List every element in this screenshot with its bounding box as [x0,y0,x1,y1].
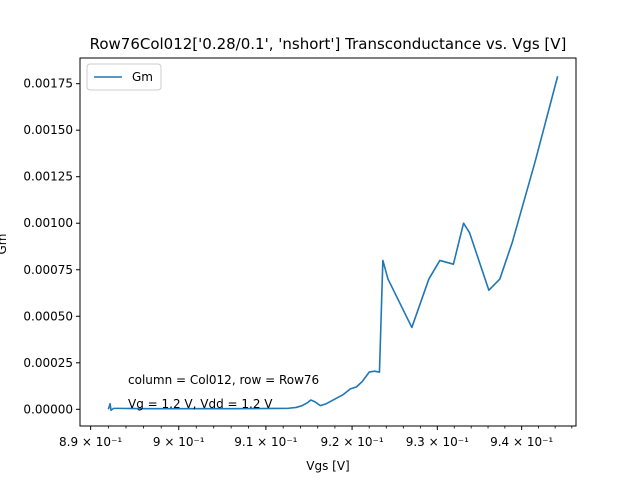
x-tick-label: 8.9 × 10⁻¹ [59,435,122,449]
x-tick-label: 9.4 × 10⁻¹ [490,435,553,449]
legend-frame [86,63,162,91]
legend: Gm [86,63,162,91]
x-tick-label: 9.2 × 10⁻¹ [320,435,383,449]
annotation-voltages: Vg = 1.2 V, Vdd = 1.2 V [128,397,273,411]
y-tick-label: 0.00125 [23,170,73,184]
x-axis: 8.9 × 10⁻¹ 9 × 10⁻¹ 9.1 × 10⁻¹ 9.2 × 10⁻¹ 9.… [59,426,573,449]
y-tick-label: 0.00175 [23,77,73,91]
y-tick-label: 0.00025 [23,356,73,370]
plot-frame [79,57,577,427]
series-line-gm [107,76,559,412]
y-tick-label: 0.00100 [23,216,73,230]
y-tick-label: 0.00075 [23,263,73,277]
legend-label-gm: Gm [132,70,153,84]
x-tick-label: 9.3 × 10⁻¹ [406,435,469,449]
plot-area [79,57,577,427]
y-axis: 0.00000 0.00025 0.00050 0.00075 0.00100 0.001… [23,77,80,416]
chart-title: Row76Col012['0.28/0.1', 'nshort'] Transc… [90,35,567,53]
y-tick-label: 0.00000 [23,402,73,416]
y-axis-label: Gm [0,234,9,255]
x-tick-label: 9.1 × 10⁻¹ [234,435,297,449]
series-layer [107,76,559,412]
annotation-column-row: column = Col012, row = Row76 [128,373,319,387]
y-tick-label: 0.00050 [23,309,73,323]
x-axis-label: Vgs [V] [306,459,349,473]
y-tick-label: 0.00150 [23,123,73,137]
x-tick-label: 9 × 10⁻¹ [153,435,205,449]
